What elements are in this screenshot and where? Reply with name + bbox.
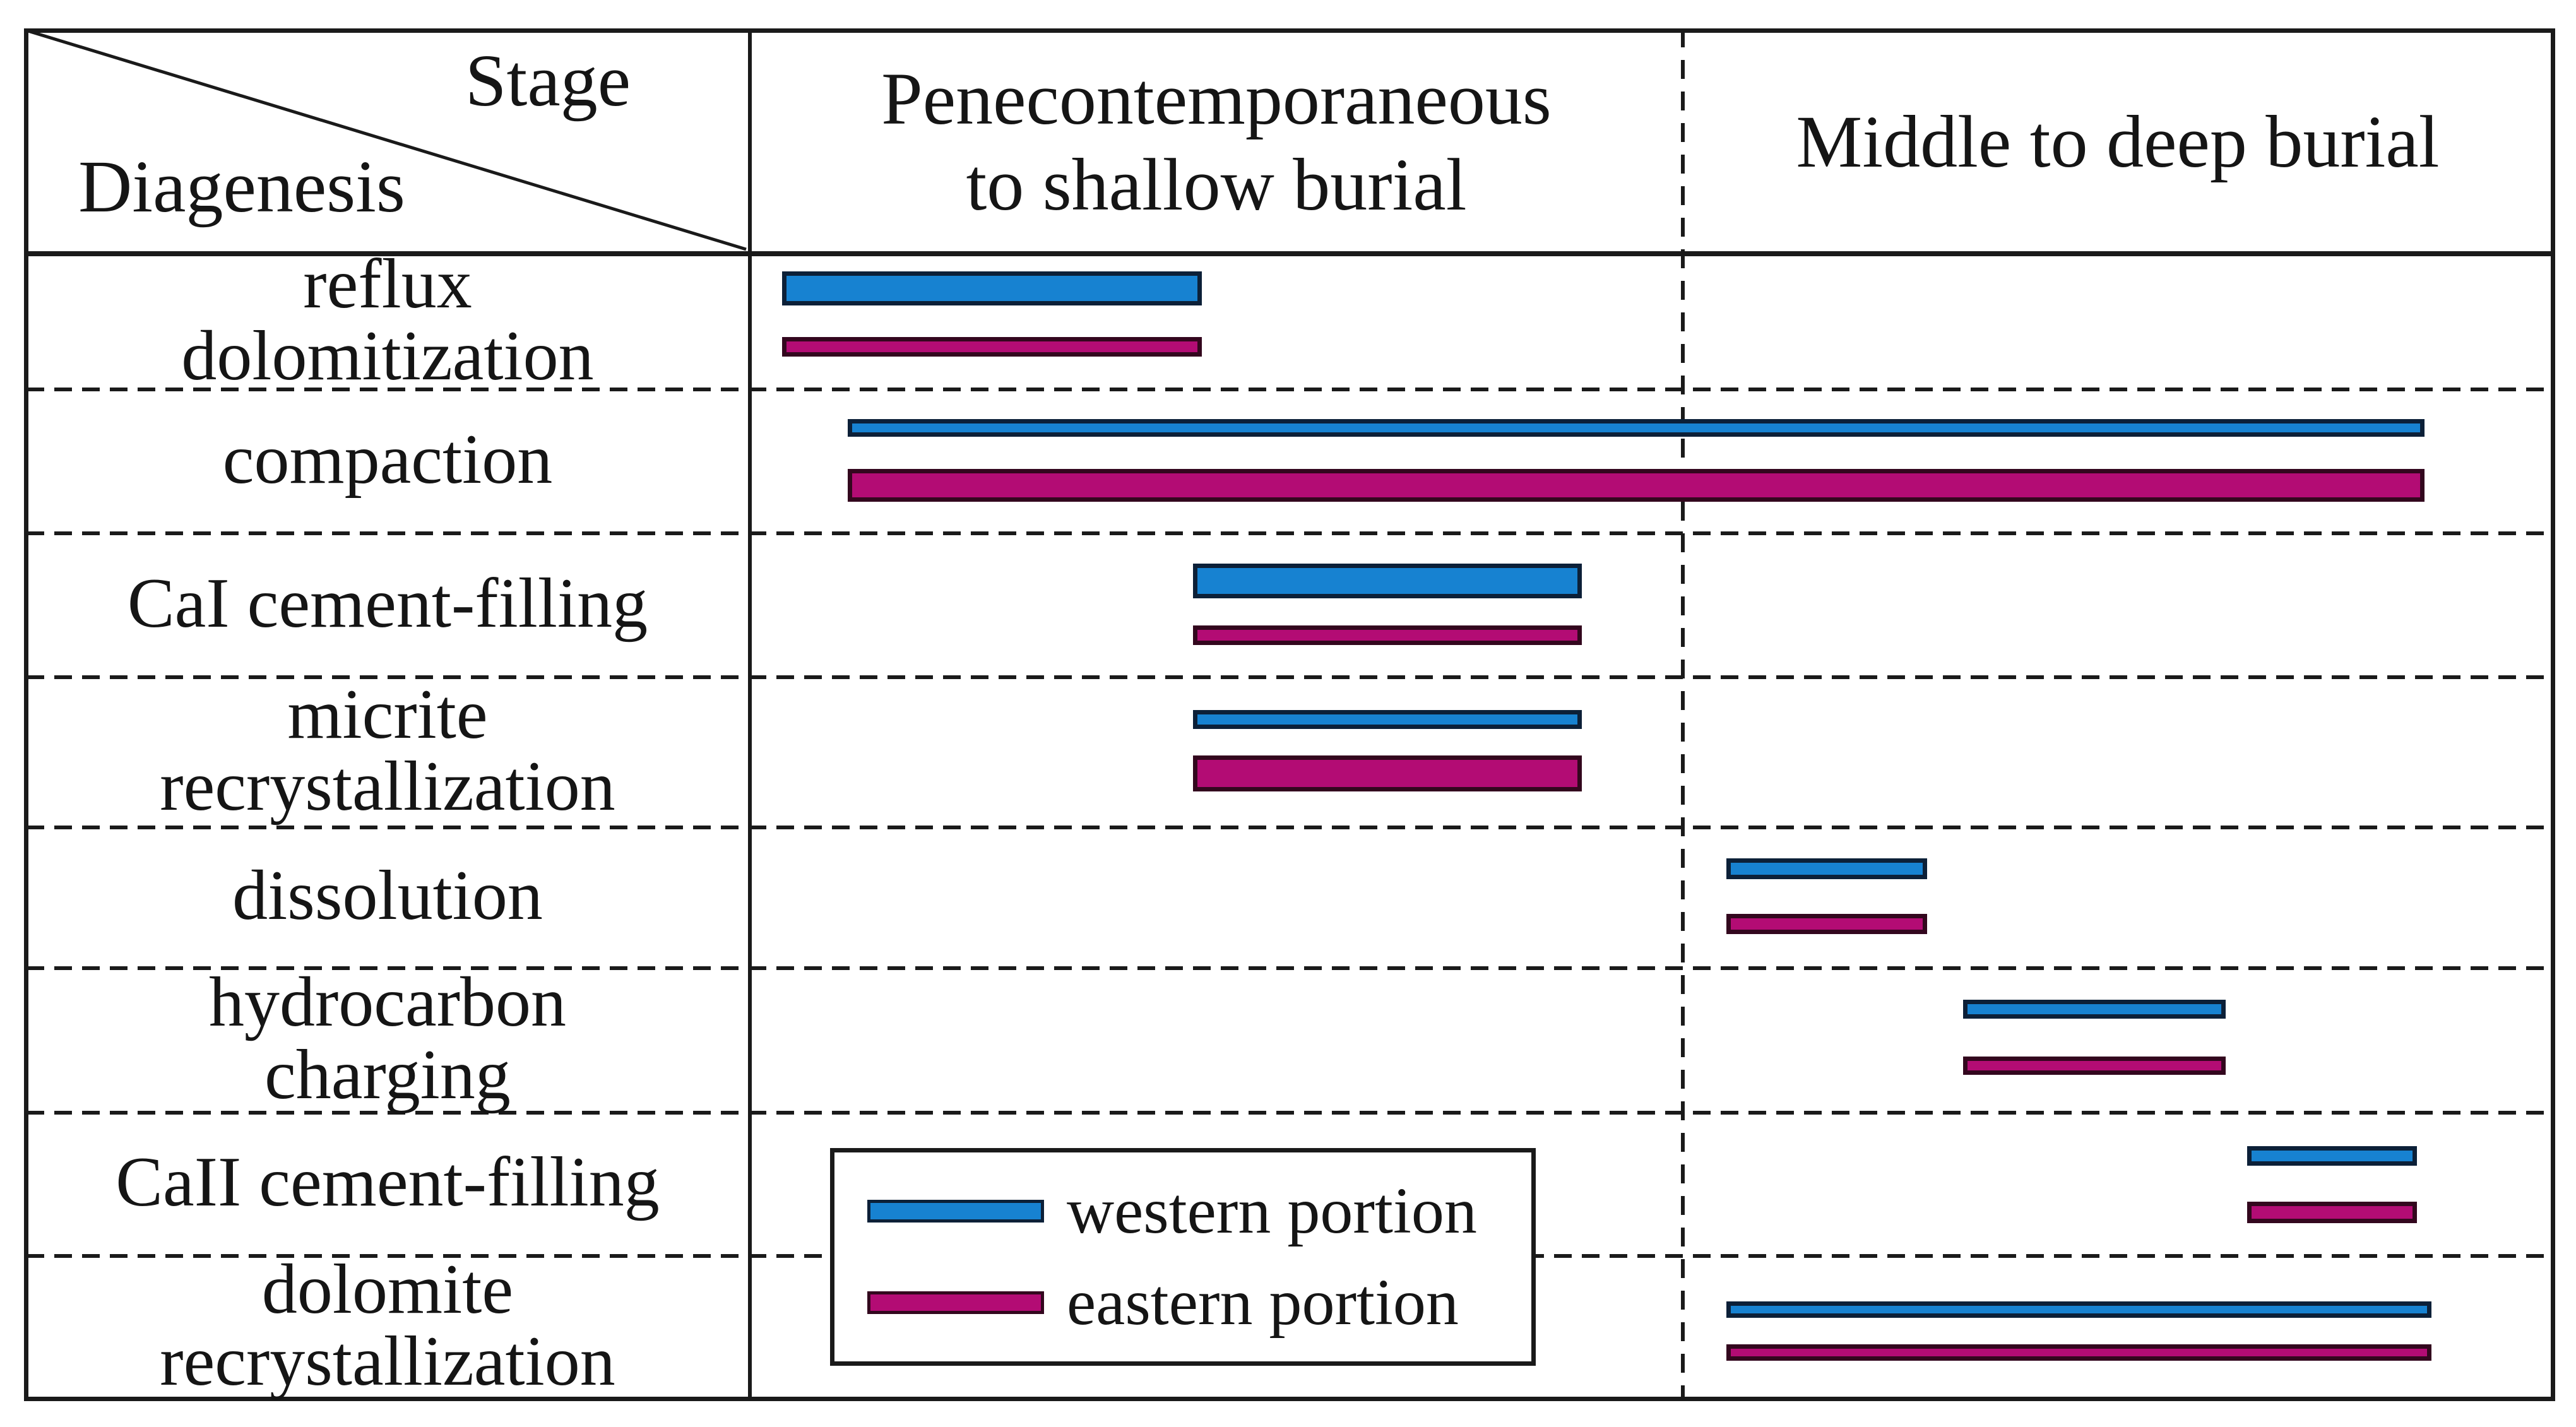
bar-eastern-compaction — [847, 469, 2425, 502]
bar-eastern-cai-cement-filling — [1192, 625, 1582, 645]
bar-western-cai-cement-filling — [1192, 564, 1582, 598]
bar-western-dissolution — [1726, 858, 1927, 879]
column-header-penecontemporaneous-shallow-burial: Penecontemporaneous to shallow burial — [881, 57, 1552, 226]
corner-label-stage: Stage — [465, 39, 631, 122]
bar-eastern-reflux-dolomitization — [782, 337, 1202, 357]
legend-label-eastern-portion: eastern portion — [1067, 1266, 1459, 1339]
bar-eastern-micrite-recrystallization — [1192, 755, 1582, 791]
bar-eastern-dissolution — [1726, 914, 1927, 934]
row-label-hydrocarbon-charging: hydrocarbon charging — [208, 963, 566, 1114]
row-label-cai-cement-filling: CaI cement-filling — [127, 564, 648, 642]
legend-item-eastern: eastern portion — [867, 1270, 1531, 1335]
bar-western-reflux-dolomitization — [782, 271, 1202, 305]
row-label-reflux-dolomitization: reflux dolomitization — [181, 244, 594, 395]
row-divider-dashed-line — [27, 388, 2553, 391]
legend-swatch-eastern-portion — [867, 1291, 1044, 1314]
bar-western-hydrocarbon-charging — [1963, 1000, 2226, 1019]
stage-divider-dashed-line — [1681, 28, 1685, 1401]
row-label-caii-cement-filling: CaII cement-filling — [116, 1143, 660, 1222]
bar-eastern-hydrocarbon-charging — [1963, 1057, 2226, 1075]
legend-item-western: western portion — [867, 1178, 1531, 1244]
row-label-dissolution: dissolution — [232, 856, 543, 935]
row-divider-dashed-line — [27, 675, 2553, 679]
bar-western-dolomite-recrystallization — [1726, 1301, 2432, 1318]
bar-eastern-caii-cement-filling — [2247, 1202, 2418, 1223]
bar-western-caii-cement-filling — [2247, 1146, 2418, 1166]
legend: western portion eastern portion — [830, 1148, 1536, 1366]
header-bottom-line — [24, 251, 2555, 256]
bar-western-micrite-recrystallization — [1192, 710, 1582, 729]
bar-western-compaction — [847, 419, 2425, 437]
row-divider-dashed-line — [27, 966, 2553, 970]
row-divider-dashed-line — [27, 826, 2553, 829]
corner-label-diagenesis: Diagenesis — [78, 145, 405, 228]
row-label-micrite-recrystallization: micrite recrystallization — [160, 675, 615, 826]
row-label-dolomite-recrystallization: dolomite recrystallization — [160, 1250, 615, 1400]
bar-eastern-dolomite-recrystallization — [1726, 1344, 2432, 1361]
row-divider-dashed-line — [27, 1111, 2553, 1115]
label-column-divider — [748, 28, 752, 1401]
legend-label-western-portion: western portion — [1067, 1175, 1477, 1247]
column-header-middle-deep-burial: Middle to deep burial — [1796, 100, 2440, 184]
legend-swatch-western-portion — [867, 1200, 1044, 1223]
row-label-compaction: compaction — [222, 420, 553, 499]
header-diagonal-line — [25, 28, 747, 251]
row-divider-dashed-line — [27, 531, 2553, 535]
